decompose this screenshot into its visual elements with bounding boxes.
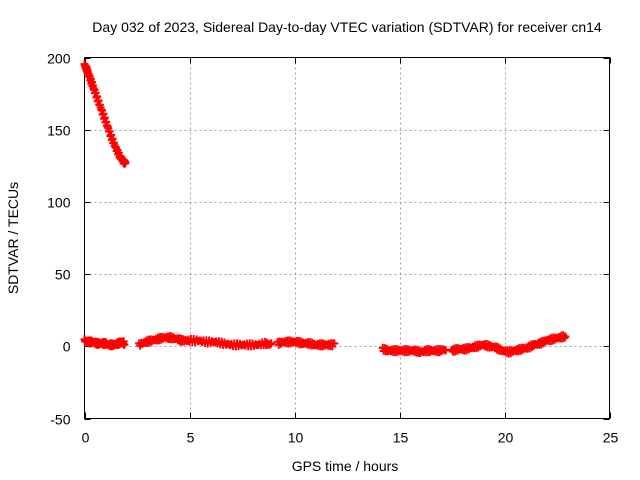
x-tick-label: 20: [498, 430, 514, 446]
x-tick-label: 5: [187, 430, 195, 446]
y-tick-label: 200: [47, 51, 71, 67]
tick-layer: 0 5 10 15 20 25 -50 0 50 100 150 200: [47, 51, 618, 446]
y-tick-label: 150: [47, 123, 71, 139]
data-point: [267, 339, 276, 348]
x-tick-label: 0: [82, 430, 90, 446]
y-tick-label: -50: [50, 412, 70, 428]
data-segment: [448, 331, 570, 358]
x-tick-label: 10: [288, 430, 304, 446]
plot-frame: [84, 57, 610, 419]
data-point: [121, 158, 130, 167]
data-point: [330, 339, 339, 348]
data-segment: [80, 335, 129, 351]
points-layer: [80, 60, 570, 358]
data-segment: [135, 332, 276, 351]
grid-layer: [84, 57, 610, 419]
x-tick-label: 25: [603, 430, 619, 446]
data-segment: [80, 60, 130, 168]
data-segment: [378, 343, 450, 358]
y-tick-label: 100: [47, 195, 71, 211]
x-tick-label: 15: [393, 430, 409, 446]
data-point: [561, 332, 570, 341]
x-axis-label: GPS time / hours: [292, 458, 399, 474]
data-point: [560, 333, 569, 342]
y-tick-label: 0: [63, 339, 71, 355]
y-tick-label: 50: [55, 267, 71, 283]
chart-title: Day 032 of 2023, Sidereal Day-to-day VTE…: [92, 19, 602, 35]
y-axis-label: SDTVAR / TECUs: [5, 182, 21, 294]
data-point: [120, 340, 129, 349]
data-segment: [273, 336, 339, 351]
